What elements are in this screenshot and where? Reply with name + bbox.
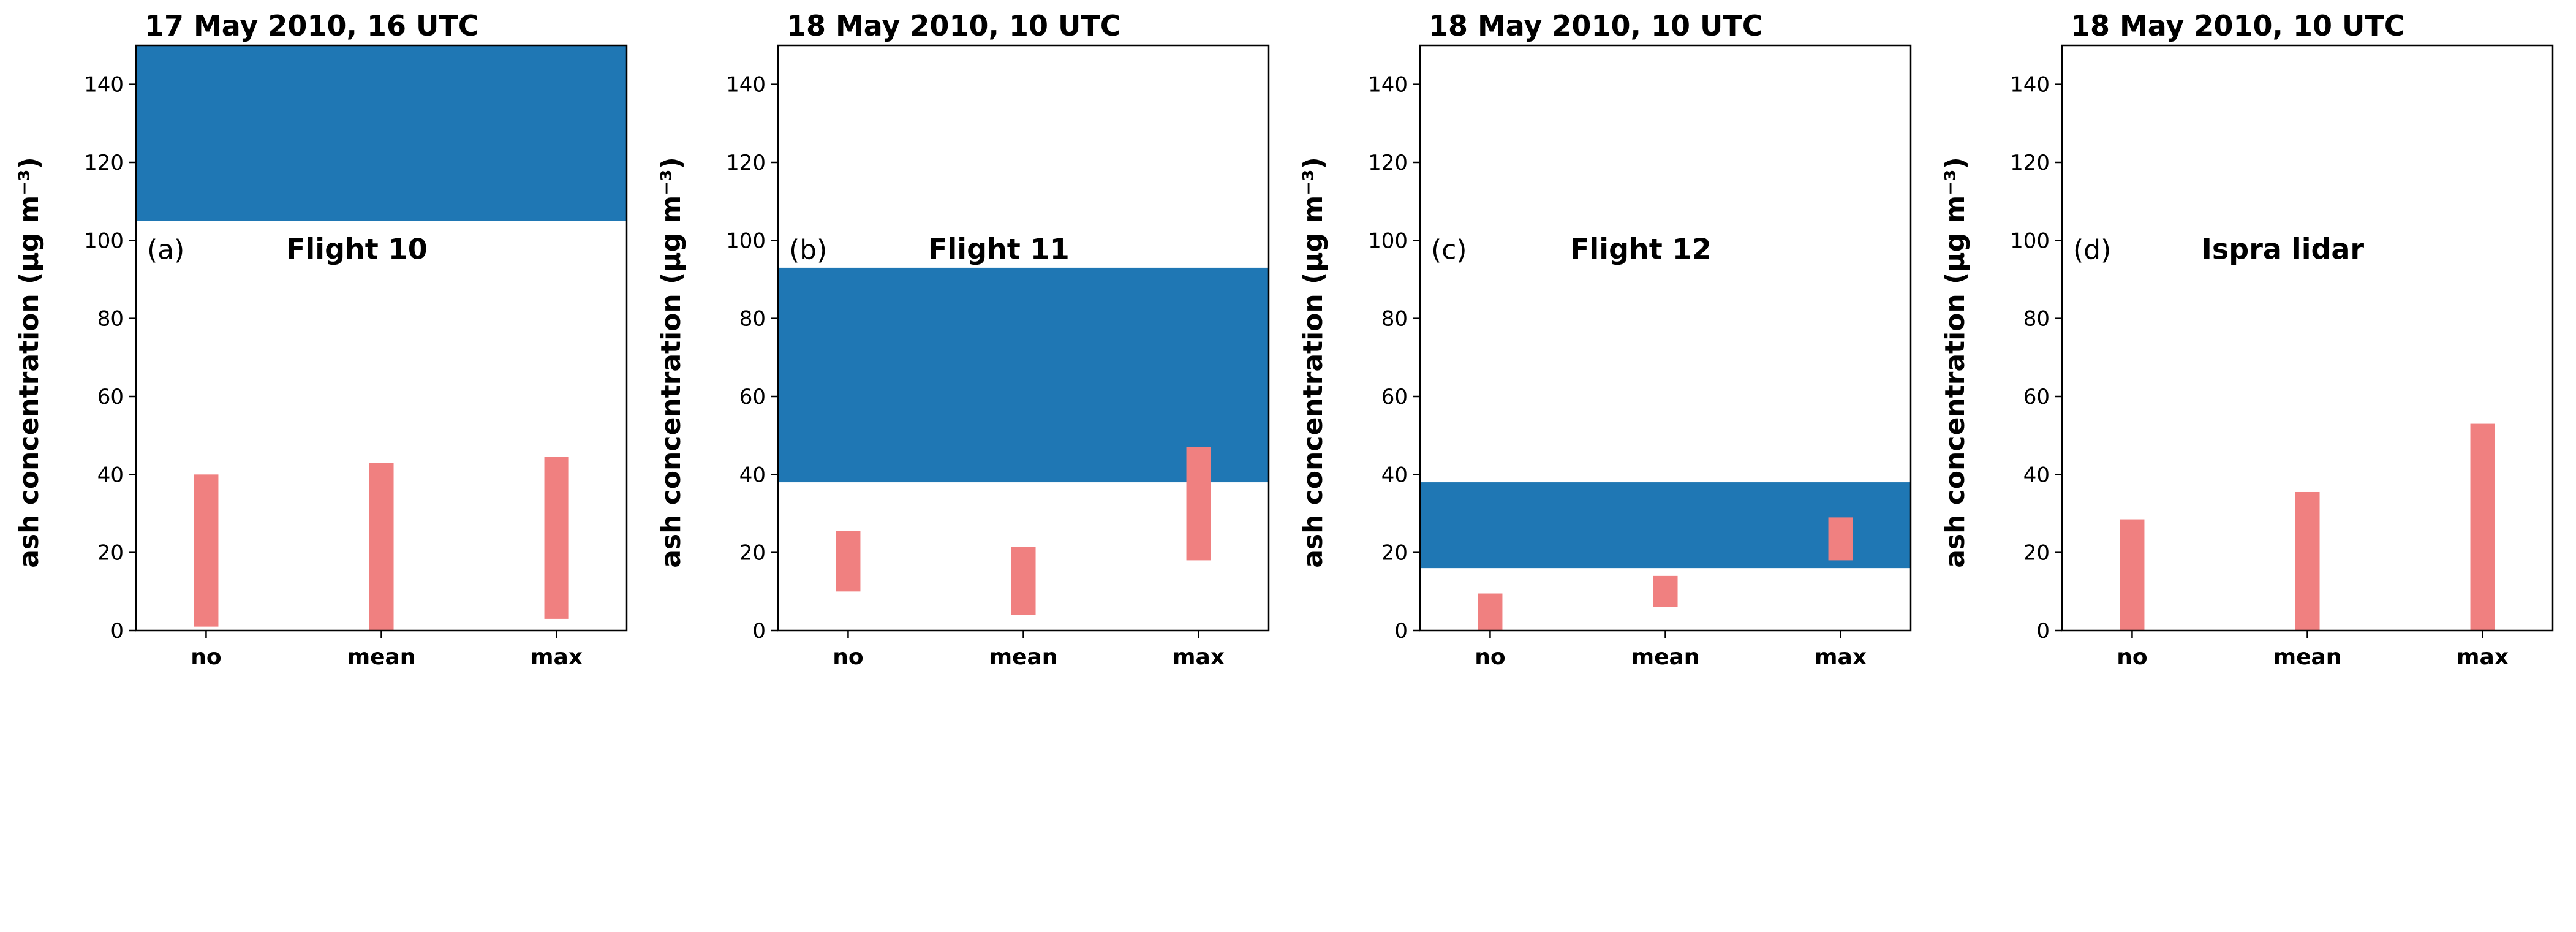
- range-bar-max: [2470, 423, 2495, 631]
- y-axis-label: ash concentration (μg m⁻³): [1297, 157, 1329, 568]
- y-tick-label: 120: [2010, 151, 2050, 175]
- panel-annotation: Ispra lidar: [2202, 232, 2365, 265]
- panel-annotation: Flight 11: [928, 232, 1070, 265]
- range-bar-no: [1478, 593, 1503, 631]
- y-tick-label: 20: [739, 541, 766, 566]
- y-tick-label: 140: [84, 73, 124, 97]
- x-tick-label: max: [1173, 645, 1225, 670]
- y-tick-label: 0: [110, 619, 124, 643]
- y-tick-label: 80: [1381, 307, 1408, 332]
- y-tick-label: 0: [2036, 619, 2050, 643]
- panel-a: 0 20 40 60 80 100 120 140 no mean max 17 May 2010, …: [13, 9, 628, 670]
- panel-title: 17 May 2010, 16 UTC: [145, 9, 478, 42]
- panel-label: (c): [1431, 234, 1467, 265]
- x-tick-label: mean: [347, 645, 416, 670]
- panel-title: 18 May 2010, 10 UTC: [787, 9, 1120, 42]
- y-tick-label: 120: [1368, 151, 1408, 175]
- y-tick-label: 60: [97, 385, 124, 409]
- observed-range-band: [136, 45, 627, 221]
- y-tick-label: 0: [1394, 619, 1408, 643]
- x-tick-label: no: [1475, 645, 1505, 670]
- range-bar-no: [836, 531, 861, 592]
- y-tick-label: 100: [1368, 229, 1408, 253]
- panel-annotation: Flight 10: [286, 232, 428, 265]
- range-bar-max: [1186, 447, 1211, 561]
- y-tick-label: 60: [1381, 385, 1408, 409]
- panel-d: 0 20 40 60 80 100 120 140 no mean max 18 May 2010, …: [1940, 9, 2554, 670]
- x-tick-label: no: [833, 645, 863, 670]
- panel-label: (d): [2073, 234, 2111, 265]
- y-axis-label: ash concentration (μg m⁻³): [13, 157, 45, 568]
- x-tick-label: mean: [1631, 645, 1700, 670]
- y-tick-label: 20: [1381, 541, 1408, 566]
- panel-label: (a): [147, 234, 184, 265]
- x-tick-label: mean: [2273, 645, 2342, 670]
- y-tick-label: 40: [739, 463, 766, 487]
- y-tick-label: 100: [84, 229, 124, 253]
- range-bar-mean: [369, 463, 394, 631]
- y-tick-label: 60: [2023, 385, 2050, 409]
- x-tick-label: max: [2457, 645, 2509, 670]
- observed-range-band: [778, 267, 1269, 483]
- range-bar-mean: [2295, 491, 2320, 631]
- range-bar-mean: [1653, 575, 1678, 607]
- y-tick-label: 0: [752, 619, 766, 643]
- range-bar-mean: [1011, 547, 1036, 615]
- y-tick-label: 80: [2023, 307, 2050, 332]
- y-tick-label: 100: [2010, 229, 2050, 253]
- y-tick-label: 20: [97, 541, 124, 566]
- panel-annotation: Flight 12: [1570, 232, 1712, 265]
- panel-c: 0 20 40 60 80 100 120 140 no mean max 18 May 2010, …: [1297, 9, 1912, 670]
- y-tick-label: 80: [739, 307, 766, 332]
- range-bar-no: [2120, 519, 2145, 631]
- range-bar-max: [1828, 517, 1853, 561]
- x-tick-label: max: [1815, 645, 1867, 670]
- y-tick-label: 80: [97, 307, 124, 332]
- y-tick-label: 140: [1368, 73, 1408, 97]
- y-axis-label: ash concentration (μg m⁻³): [655, 157, 687, 568]
- panel-title: 18 May 2010, 10 UTC: [1429, 9, 1762, 42]
- panel-b: 0 20 40 60 80 100 120 140 no mean max 18 May 2010, …: [655, 9, 1270, 670]
- x-tick-label: no: [191, 645, 221, 670]
- x-tick-label: mean: [989, 645, 1058, 670]
- x-tick-label: no: [2117, 645, 2147, 670]
- range-bar-max: [544, 457, 569, 619]
- y-tick-label: 140: [726, 73, 766, 97]
- y-tick-label: 40: [97, 463, 124, 487]
- y-tick-label: 120: [84, 151, 124, 175]
- y-tick-label: 60: [739, 385, 766, 409]
- panel-label: (b): [789, 234, 827, 265]
- y-tick-label: 40: [2023, 463, 2050, 487]
- y-tick-label: 100: [726, 229, 766, 253]
- y-tick-label: 40: [1381, 463, 1408, 487]
- panel-title: 18 May 2010, 10 UTC: [2071, 9, 2404, 42]
- x-tick-label: max: [531, 645, 583, 670]
- y-tick-label: 140: [2010, 73, 2050, 97]
- y-axis-label: ash concentration (μg m⁻³): [1940, 157, 1971, 568]
- y-tick-label: 20: [2023, 541, 2050, 566]
- range-bar-no: [194, 474, 219, 627]
- y-tick-label: 120: [726, 151, 766, 175]
